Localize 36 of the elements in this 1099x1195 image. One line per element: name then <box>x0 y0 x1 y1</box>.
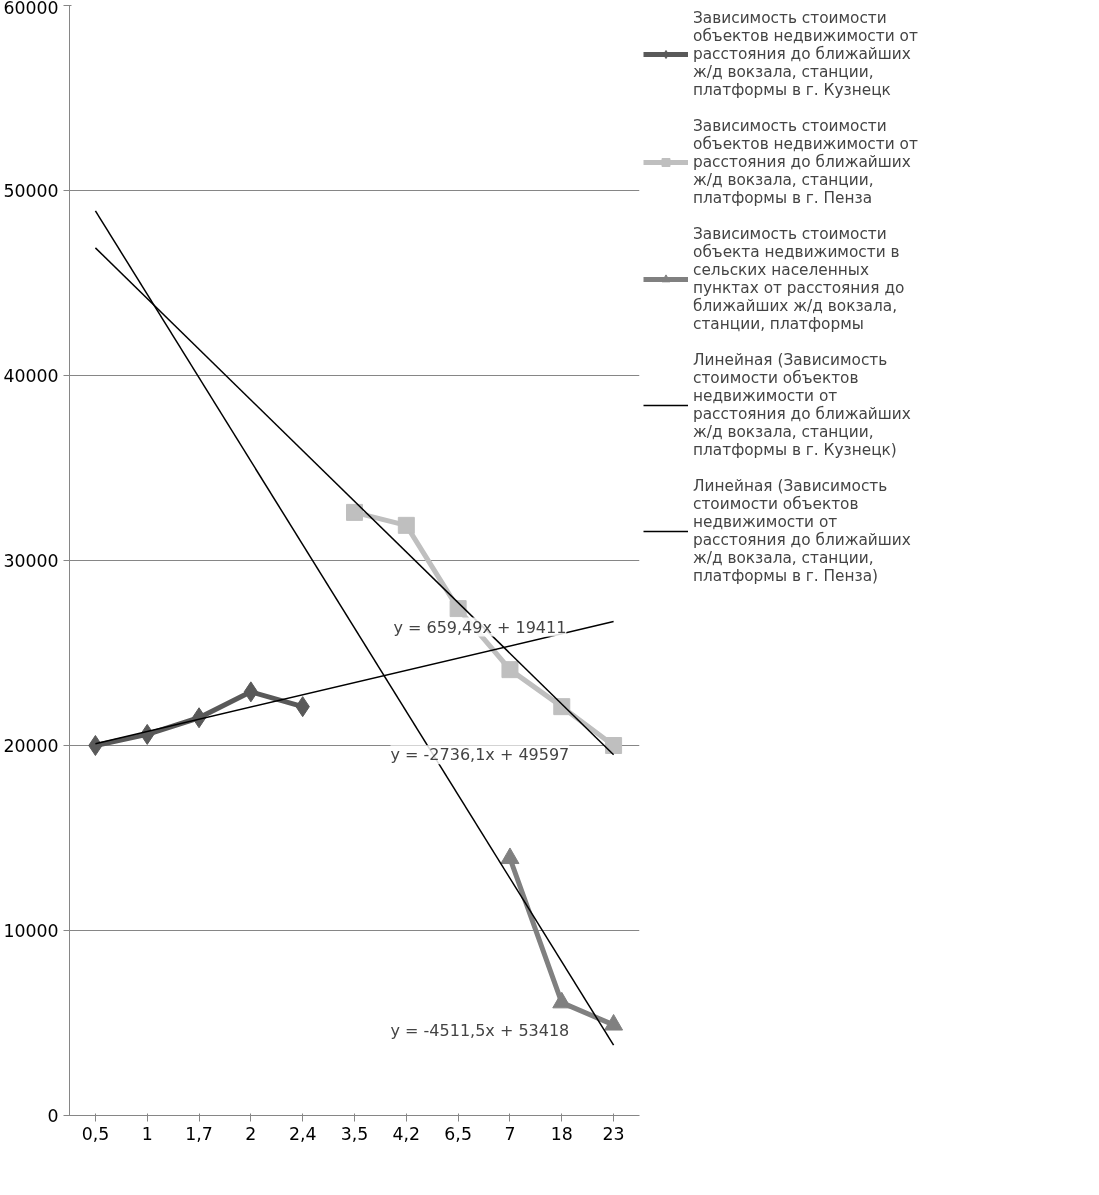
point <box>500 847 520 865</box>
legend-label: Линейная (Зависимость стоимости объектов недвижимости от расстояния до ближайших ж/д вокзала, станции, платформы в г. Кузнецк) <box>693 351 911 459</box>
point <box>346 503 363 521</box>
y-tick-label: 30000 <box>3 551 59 571</box>
point <box>605 737 623 754</box>
y-tick-label: 10000 <box>3 921 59 941</box>
x-tick-label: 0,5 <box>81 1123 110 1144</box>
y-tick-label: 20000 <box>3 736 59 756</box>
point <box>604 1013 624 1031</box>
y-tick-label: 50000 <box>3 181 59 201</box>
legend-label: Зависимость стоимости объекта недвижимости в сельских населенных пунктах от расстояния до ближайших ж/д вокзала, станции, платформы <box>693 225 905 333</box>
y-tick-label: 0 <box>47 1106 59 1126</box>
x-tick-label: 4,2 <box>392 1123 421 1144</box>
y-tick-label: 60000 <box>3 0 59 18</box>
y-tick-label: 40000 <box>3 366 59 386</box>
legend-label: Зависимость стоимости объектов недвижимости от расстояния до ближайших ж/д вокзала, станции, платформы в г. Кузнецк <box>693 9 918 99</box>
point <box>88 735 103 756</box>
point <box>397 516 415 534</box>
x-tick-label: 1,7 <box>185 1123 213 1144</box>
x-tick-label: 2,4 <box>288 1123 317 1144</box>
point <box>501 661 519 679</box>
x-tick-label: 1 <box>141 1123 153 1144</box>
x-tick-label: 23 <box>602 1123 625 1144</box>
point <box>243 681 259 703</box>
point <box>449 600 467 618</box>
legend-label: Линейная (Зависимость стоимости объектов недвижимости от расстояния до ближайших ж/д вокзала, станции, платформы в г. Пенза) <box>693 477 911 585</box>
annotation: y = -2736,1x + 49597 <box>390 745 570 765</box>
x-tick-label: 7 <box>504 1123 516 1144</box>
annotation: y = -4511,5x + 53418 <box>390 1020 570 1040</box>
legend-label: Зависимость стоимости объектов недвижимости от расстояния до ближайших ж/д вокзала, станции, платформы в г. Пенза <box>693 117 918 207</box>
x-tick-label: 18 <box>550 1123 573 1144</box>
x-tick-label: 3,5 <box>340 1123 369 1144</box>
annotation: y = 659,49x + 19411 <box>393 617 567 637</box>
x-tick-label: 6,5 <box>444 1123 472 1144</box>
point <box>552 991 572 1009</box>
x-tick-label: 2 <box>245 1123 257 1144</box>
